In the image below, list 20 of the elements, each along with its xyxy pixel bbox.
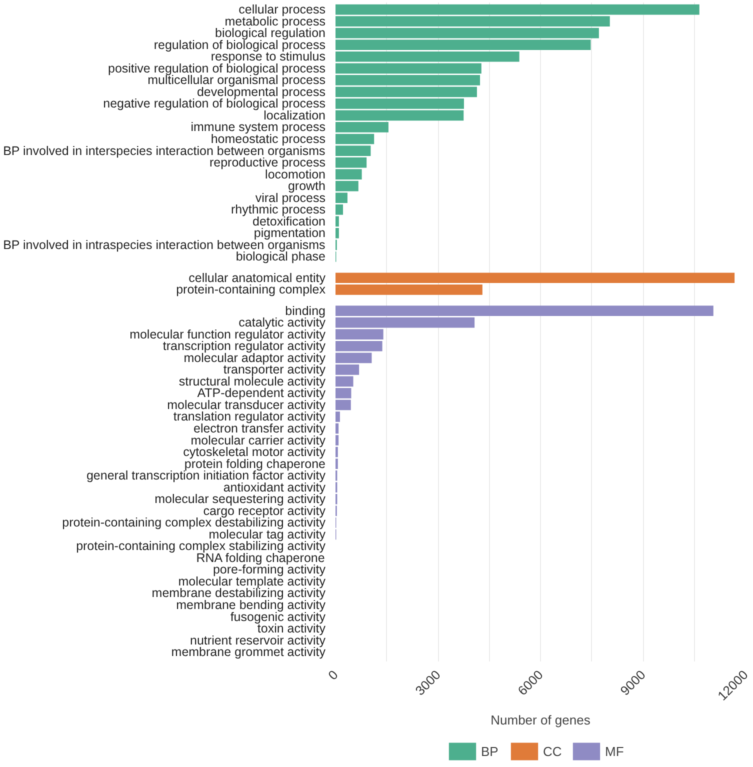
y-tick-label: biological regulation xyxy=(215,26,326,40)
y-tick-label: cellular anatomical entity xyxy=(188,270,326,285)
y-tick-label: cellular process xyxy=(238,2,326,17)
y-tick-label: localization xyxy=(264,108,326,122)
y-tick-label: pigmentation xyxy=(254,226,326,240)
y-tick-label: positive regulation of biological process xyxy=(108,61,326,76)
legend-label: MF xyxy=(605,744,625,758)
y-tick-label: locomotion xyxy=(265,167,326,182)
x-axis-title: Number of genes xyxy=(490,712,591,728)
y-tick-label: rhythmic process xyxy=(231,202,326,217)
y-tick-label: binding xyxy=(285,304,326,318)
y-tick-label: BP involved in interspecies interaction between organisms xyxy=(3,144,326,158)
legend-label: BP xyxy=(481,744,500,758)
y-tick-label: metabolic process xyxy=(224,14,326,28)
y-tick-label: detoxification xyxy=(252,214,326,228)
y-tick-label: negative regulation of biological process xyxy=(103,96,326,111)
y-tick-label: immune system process xyxy=(190,120,326,134)
x-tick-label: 0 xyxy=(325,667,341,683)
y-tick-label: growth xyxy=(288,179,326,194)
legend-label: CC xyxy=(543,744,563,758)
